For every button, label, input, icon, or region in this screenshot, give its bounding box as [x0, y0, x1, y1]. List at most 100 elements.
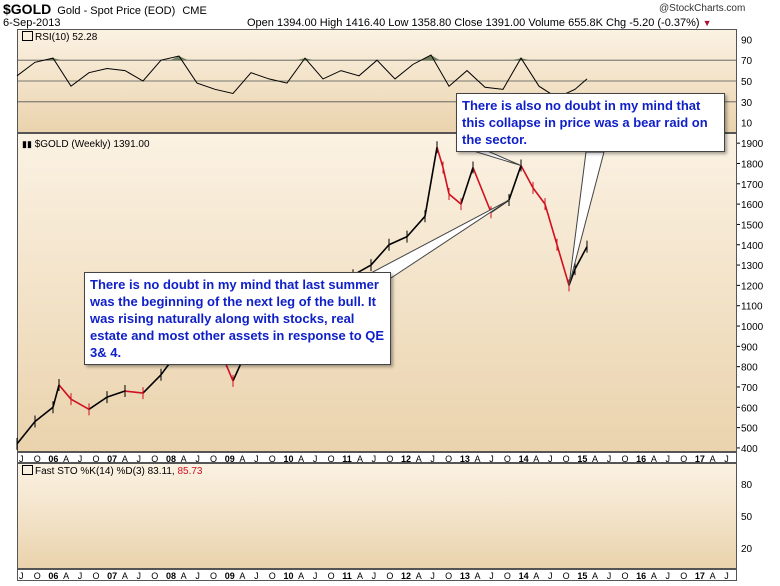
date-axis-label: J	[78, 454, 83, 464]
date-axis-label-bottom: J	[254, 571, 259, 581]
date-axis-label-bottom: J	[137, 571, 142, 581]
date-axis-label: J	[607, 454, 612, 464]
price-segment-down	[58, 384, 72, 400]
date-axis-label: A	[63, 454, 69, 464]
date-axis-label: O	[621, 454, 628, 464]
price-title: ▮▮ $GOLD (Weekly) 1391.00	[22, 139, 150, 150]
date-axis-label: 08	[166, 454, 176, 464]
date-axis-label-bottom: J	[372, 571, 377, 581]
ohlc-summary: Open 1394.00 High 1416.40 Low 1358.80 Cl…	[247, 17, 712, 29]
date-axis-label: A	[122, 454, 128, 464]
sto-label-main: Fast STO %K(14) %D(3) 83.11,	[35, 466, 175, 477]
date-axis-label-bottom: A	[416, 571, 422, 581]
callout-next-leg-pointer	[369, 199, 510, 279]
date-axis-label-bottom: 07	[107, 571, 117, 581]
price-segment-down	[70, 398, 90, 411]
date-axis-label: A	[651, 454, 657, 464]
date-axis-label-bottom: J	[313, 571, 318, 581]
price-segment-up	[52, 384, 60, 408]
price-segment-up	[16, 421, 36, 445]
date-axis-label-bottom: J	[78, 571, 83, 581]
date-axis-label-bottom: J	[724, 571, 729, 581]
date-axis-label: A	[475, 454, 481, 464]
price-tick-label: 1300	[741, 261, 764, 272]
price-segment-up	[370, 244, 390, 266]
rsi-line	[16, 54, 588, 99]
date-axis-label-bottom: J	[548, 571, 553, 581]
date-axis-label: 15	[577, 454, 587, 464]
date-axis-label: 10	[283, 454, 293, 464]
date-axis-label: J	[666, 454, 671, 464]
price-tick-label: 1200	[741, 281, 764, 292]
chart-date: 6-Sep-2013	[3, 17, 61, 29]
rsi-tick-label: 50	[741, 77, 753, 88]
date-axis-label-bottom: A	[63, 571, 69, 581]
date-axis-label: J	[313, 454, 318, 464]
price-tick-label: 1000	[741, 322, 764, 333]
price-segment-up	[106, 390, 126, 398]
date-axis-label-bottom: 14	[519, 571, 529, 581]
date-axis-label: J	[489, 454, 494, 464]
price-tick-label: 1800	[741, 159, 764, 170]
sto-title: Fast STO %K(14) %D(3) 83.11, 85.73	[22, 465, 203, 477]
date-axis-label-bottom: A	[533, 571, 539, 581]
date-axis-label: J	[137, 454, 142, 464]
date-axis-label-bottom: O	[621, 571, 628, 581]
price-tick-label: 1500	[741, 220, 764, 231]
callout-next-leg: There is no doubt in my mind that last s…	[84, 272, 391, 365]
date-axis-label-bottom: A	[651, 571, 657, 581]
date-axis-label-bottom: A	[475, 571, 481, 581]
sto-tick-label: 80	[741, 480, 753, 491]
date-axis-label: O	[563, 454, 570, 464]
date-axis-label: A	[710, 454, 716, 464]
callout-bear-raid-pointer	[568, 151, 605, 286]
price-tick-label: 1100	[741, 302, 763, 313]
price-tick-label: 400	[741, 444, 758, 455]
date-axis-label-bottom: 11	[342, 571, 352, 581]
date-axis-label-bottom: J	[19, 571, 24, 581]
date-axis-label: 06	[48, 454, 58, 464]
date-axis-label: J	[254, 454, 259, 464]
price-tick-label: 500	[741, 424, 758, 435]
rsi-overbought-fill	[44, 55, 530, 61]
price-segment-up	[574, 246, 588, 270]
rsi-tick-label: 70	[741, 56, 753, 67]
date-axis-label-bottom: J	[607, 571, 612, 581]
price-segment-up	[388, 235, 408, 246]
price-segment-up	[460, 167, 474, 205]
ohlc-values: Open 1394.00 High 1416.40 Low 1358.80 Cl…	[247, 17, 700, 29]
date-axis-label-bottom: O	[386, 571, 393, 581]
date-axis-label-bottom: A	[710, 571, 716, 581]
price-tick-label: 1900	[741, 139, 764, 150]
price-segment-up	[142, 374, 162, 394]
date-axis-label: O	[92, 454, 99, 464]
rsi-tick-label: 10	[741, 119, 753, 130]
date-axis-label: J	[372, 454, 377, 464]
rsi-tick-label: 30	[741, 98, 753, 109]
date-axis-label: A	[416, 454, 422, 464]
date-axis-label: J	[195, 454, 200, 464]
date-axis-label-bottom: O	[34, 571, 41, 581]
price-tick-label: 1700	[741, 180, 764, 191]
date-axis-label: 09	[225, 454, 235, 464]
date-axis-label: A	[239, 454, 245, 464]
date-axis-label-bottom: 12	[401, 571, 411, 581]
date-axis-label: 07	[107, 454, 117, 464]
rsi-title: RSI(10) 52.28	[22, 31, 97, 43]
date-axis-label: 14	[519, 454, 529, 464]
date-axis-label: O	[210, 454, 217, 464]
date-axis-label-bottom: J	[195, 571, 200, 581]
date-axis-label-bottom: 10	[283, 571, 293, 581]
watermark: @StockCharts.com	[659, 3, 746, 14]
date-axis-label: 12	[401, 454, 411, 464]
symbol: $GOLD	[3, 1, 52, 17]
date-axis-strip	[17, 452, 737, 463]
price-segment-down	[520, 165, 534, 189]
price-segment-down	[124, 390, 144, 394]
date-axis-label: J	[548, 454, 553, 464]
date-axis-label-bottom: O	[563, 571, 570, 581]
date-axis-label: A	[357, 454, 363, 464]
change-down-arrow-icon: ▼	[702, 18, 712, 28]
date-axis-label: O	[386, 454, 393, 464]
